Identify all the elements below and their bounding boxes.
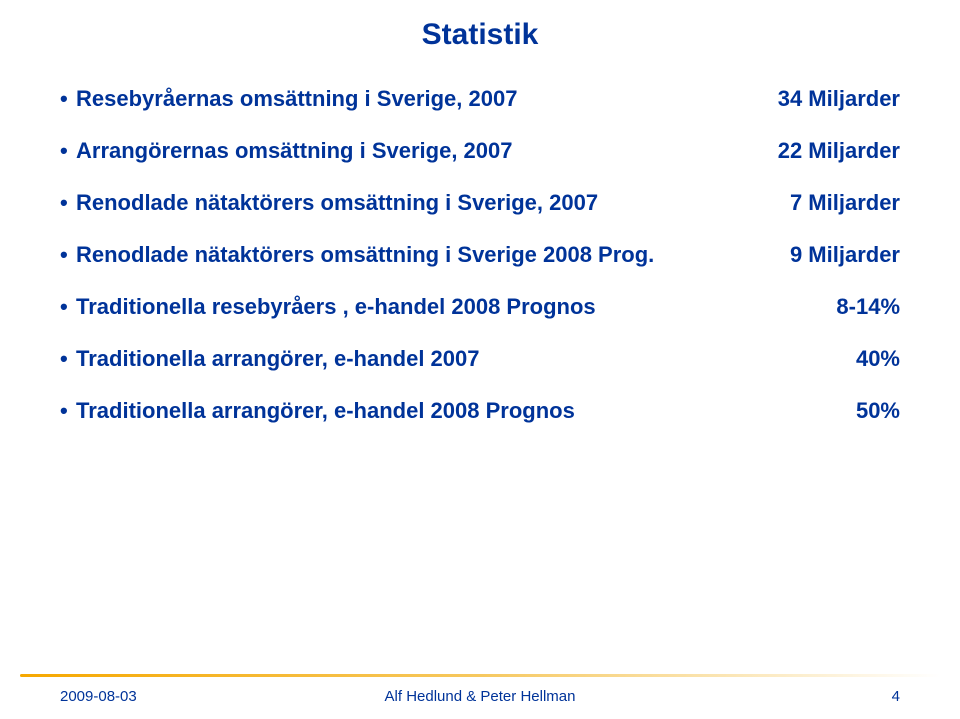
list-item: • Resebyråernas omsättning i Sverige, 20…	[60, 86, 900, 112]
list-item-label-wrap: • Traditionella arrangörer, e-handel 200…	[60, 398, 575, 424]
list-item-label-wrap: • Renodlade nätaktörers omsättning i Sve…	[60, 242, 654, 268]
list-item-value: 50%	[836, 398, 900, 424]
bullet-icon: •	[60, 242, 76, 268]
list-item-label: Resebyråernas omsättning i Sverige, 2007	[76, 86, 517, 112]
list-item-label-wrap: • Renodlade nätaktörers omsättning i Sve…	[60, 190, 598, 216]
list-item-value: 7 Miljarder	[770, 190, 900, 216]
list-item: • Renodlade nätaktörers omsättning i Sve…	[60, 190, 900, 216]
footer: 2009-08-03 Alf Hedlund & Peter Hellman 4	[60, 688, 900, 705]
bullet-icon: •	[60, 398, 76, 424]
bullet-icon: •	[60, 294, 76, 320]
list-item-value: 8-14%	[816, 294, 900, 320]
list-item: • Traditionella arrangörer, e-handel 200…	[60, 398, 900, 424]
list-item-label-wrap: • Traditionella arrangörer, e-handel 200…	[60, 346, 480, 372]
list-item-value: 9 Miljarder	[770, 242, 900, 268]
bullet-icon: •	[60, 346, 76, 372]
list-item: • Traditionella resebyråers , e-handel 2…	[60, 294, 900, 320]
list-item-value: 34 Miljarder	[758, 86, 900, 112]
list-item-label-wrap: • Resebyråernas omsättning i Sverige, 20…	[60, 86, 517, 112]
list-item: • Traditionella arrangörer, e-handel 200…	[60, 346, 900, 372]
list-item-label: Renodlade nätaktörers omsättning i Sveri…	[76, 242, 654, 268]
bullet-icon: •	[60, 138, 76, 164]
bullet-icon: •	[60, 86, 76, 112]
list-item-label: Traditionella arrangörer, e-handel 2007	[76, 346, 480, 372]
divider-bar	[20, 674, 940, 677]
list-item-label-wrap: • Traditionella resebyråers , e-handel 2…	[60, 294, 596, 320]
list-item-label: Renodlade nätaktörers omsättning i Sveri…	[76, 190, 598, 216]
content-list: • Resebyråernas omsättning i Sverige, 20…	[60, 86, 900, 450]
slide: Statistik • Resebyråernas omsättning i S…	[0, 0, 960, 719]
list-item: • Arrangörernas omsättning i Sverige, 20…	[60, 138, 900, 164]
list-item-label: Arrangörernas omsättning i Sverige, 2007	[76, 138, 513, 164]
list-item-value: 22 Miljarder	[758, 138, 900, 164]
footer-author: Alf Hedlund & Peter Hellman	[60, 688, 900, 705]
list-item-label: Traditionella resebyråers , e-handel 200…	[76, 294, 596, 320]
list-item-label-wrap: • Arrangörernas omsättning i Sverige, 20…	[60, 138, 513, 164]
bullet-icon: •	[60, 190, 76, 216]
list-item-value: 40%	[836, 346, 900, 372]
list-item: • Renodlade nätaktörers omsättning i Sve…	[60, 242, 900, 268]
slide-title: Statistik	[0, 18, 960, 52]
list-item-label: Traditionella arrangörer, e-handel 2008 …	[76, 398, 575, 424]
